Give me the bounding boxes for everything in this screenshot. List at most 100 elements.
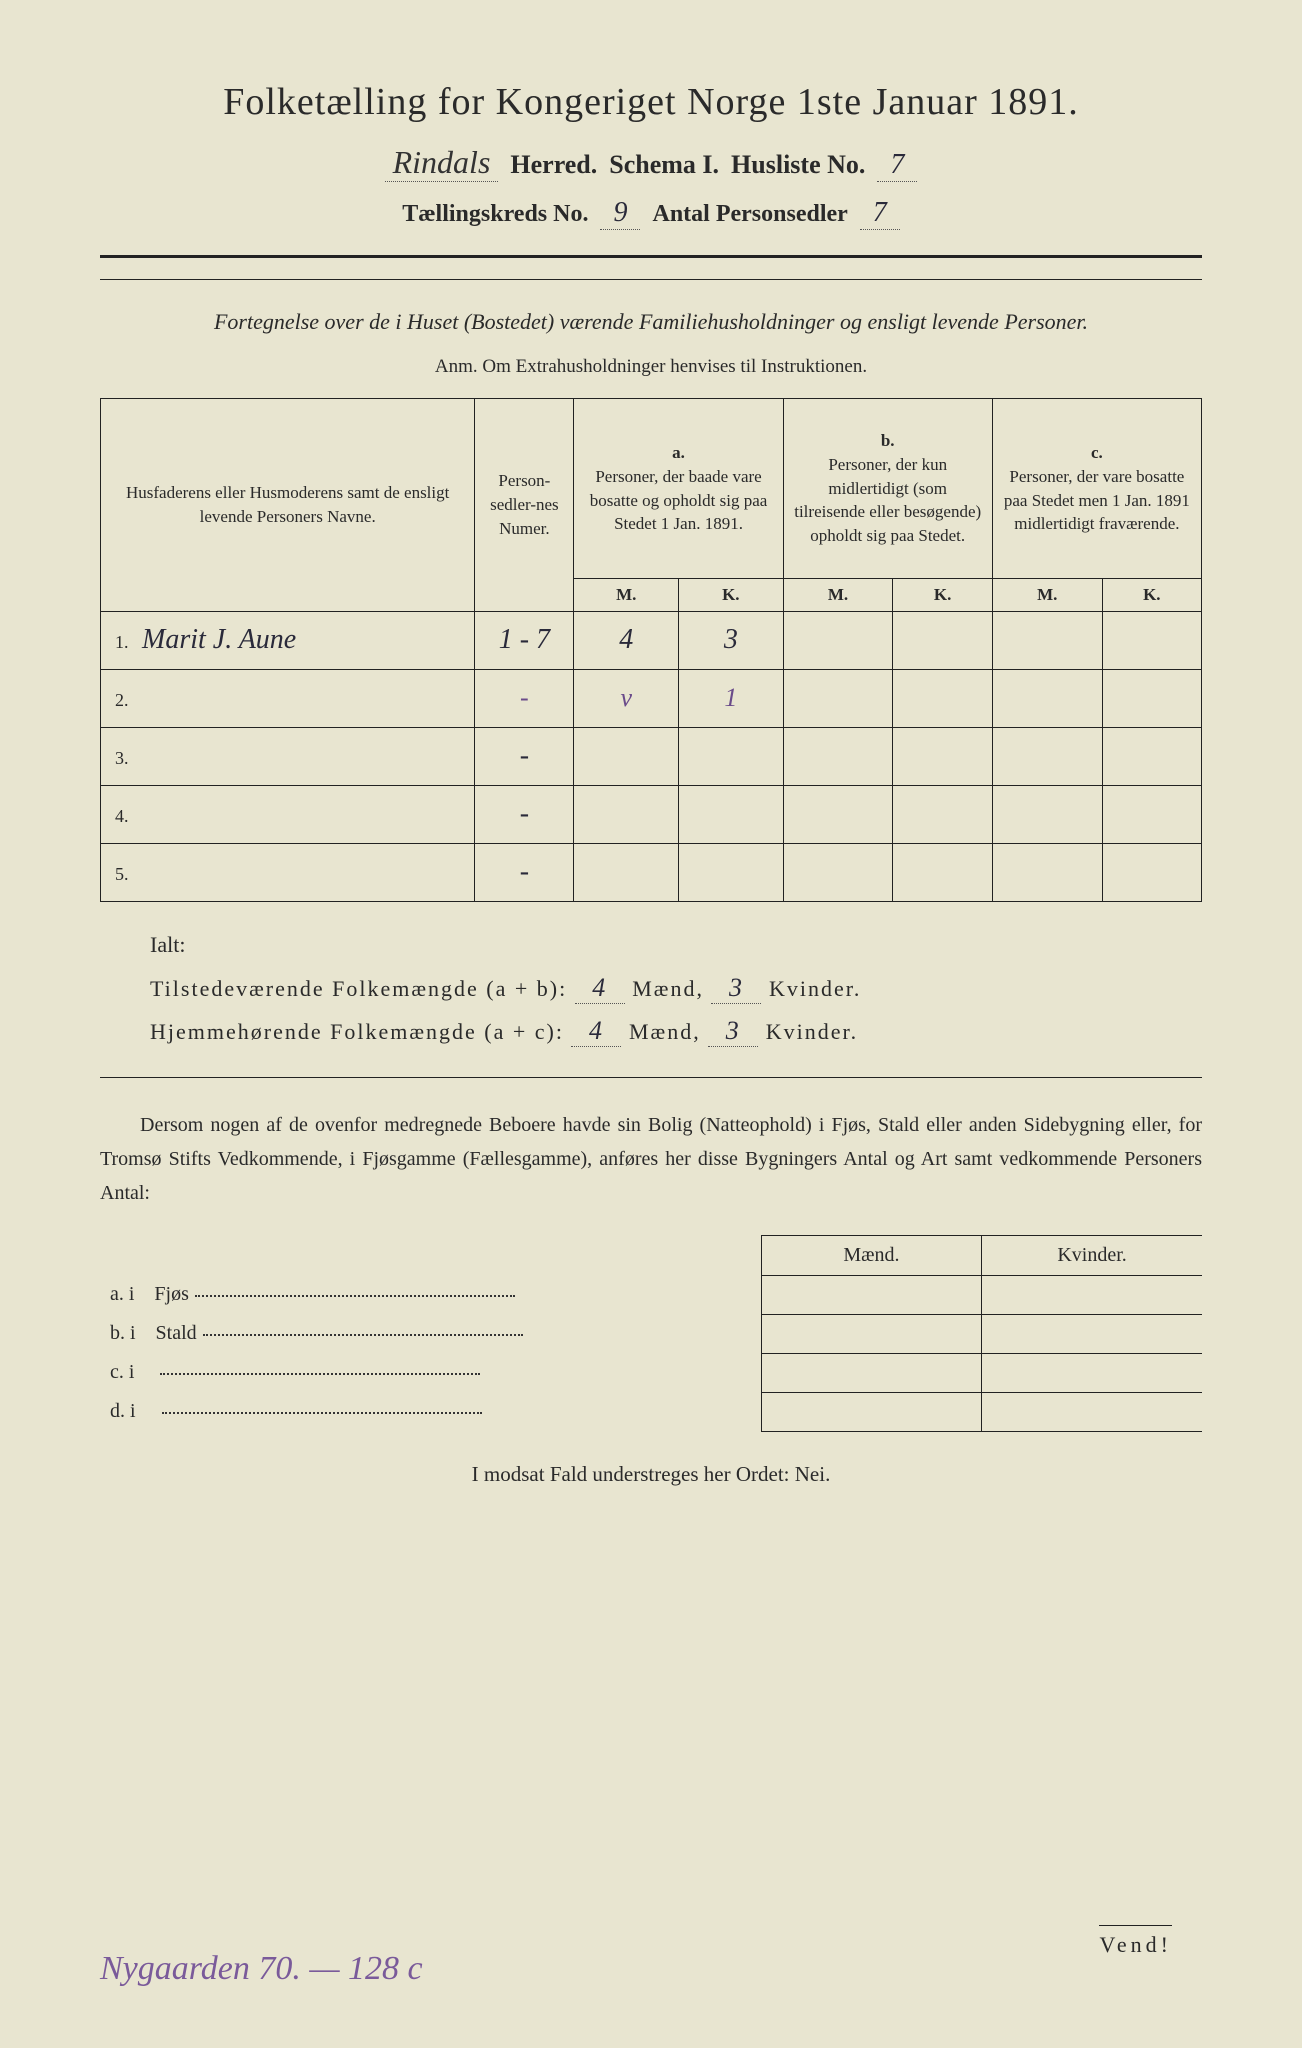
row-cm xyxy=(992,785,1102,843)
maend-label: Mænd, xyxy=(629,1019,701,1044)
row-ak: 3 xyxy=(679,611,784,669)
lower-table: Mænd. Kvinder. a. i Fjøs b. i Stald c. i… xyxy=(100,1235,1202,1432)
lower-row: c. i xyxy=(100,1353,1202,1392)
col-a-label: a. xyxy=(582,441,774,465)
row-ck xyxy=(1102,611,1201,669)
row-pn: - xyxy=(475,785,574,843)
summary-line-2: Hjemmehørende Folkemængde (a + c): 4 Mæn… xyxy=(150,1016,1202,1047)
row-name: 1. Marit J. Aune xyxy=(101,611,475,669)
maend-label: Mænd, xyxy=(632,976,704,1001)
husliste-value: 7 xyxy=(877,149,917,182)
row-ck xyxy=(1102,669,1201,727)
col-b-k: K. xyxy=(893,579,992,612)
herred-value: Rindals xyxy=(385,144,499,182)
row-pn: - xyxy=(475,843,574,901)
row-bk xyxy=(893,785,992,843)
nei-line: I modsat Fald understreges her Ordet: Ne… xyxy=(100,1462,1202,1487)
lower-k xyxy=(982,1392,1202,1431)
col-c-text: Personer, der vare bosatte paa Stedet me… xyxy=(1001,465,1193,536)
lower-maend: Mænd. xyxy=(761,1235,981,1275)
col-c-k: K. xyxy=(1102,579,1201,612)
summary-1-label: Tilstedeværende Folkemængde (a + b): xyxy=(150,976,567,1001)
kvinder-label: Kvinder. xyxy=(766,1019,858,1044)
col-c: c. Personer, der vare bosatte paa Stedet… xyxy=(992,399,1201,579)
row-pn: - xyxy=(475,669,574,727)
census-form: Folketælling for Kongeriget Norge 1ste J… xyxy=(100,80,1202,1487)
vend-label: Vend! xyxy=(1099,1925,1172,1958)
col-a-m: M. xyxy=(574,579,679,612)
row-cm xyxy=(992,843,1102,901)
row-am xyxy=(574,727,679,785)
divider xyxy=(100,279,1202,280)
row-bk xyxy=(893,669,992,727)
summary-2-label: Hjemmehørende Folkemængde (a + c): xyxy=(150,1019,564,1044)
lower-m xyxy=(761,1275,981,1314)
row-bk xyxy=(893,843,992,901)
col-personsedler: Person-sedler-nes Numer. xyxy=(475,399,574,612)
row-ck xyxy=(1102,785,1201,843)
summary-2-k: 3 xyxy=(708,1016,758,1047)
lower-label: b. i Stald xyxy=(100,1314,761,1353)
sedler-label: Antal Personsedler xyxy=(652,201,847,228)
row-name: 3. xyxy=(101,727,475,785)
col-b-text: Personer, der kun midlertidigt (som tilr… xyxy=(792,453,984,548)
row-ck xyxy=(1102,727,1201,785)
lower-label: a. i Fjøs xyxy=(100,1275,761,1314)
row-cm xyxy=(992,611,1102,669)
row-am: v xyxy=(574,669,679,727)
summary-2-m: 4 xyxy=(571,1016,621,1047)
lower-row: b. i Stald xyxy=(100,1314,1202,1353)
row-bk xyxy=(893,611,992,669)
col-a-k: K. xyxy=(679,579,784,612)
divider xyxy=(100,255,1202,258)
lower-label: d. i xyxy=(100,1392,761,1431)
sedler-value: 7 xyxy=(860,197,900,230)
col-b: b. Personer, der kun midlertidigt (som t… xyxy=(783,399,992,579)
row-ak xyxy=(679,785,784,843)
row-name: 4. xyxy=(101,785,475,843)
col-c-label: c. xyxy=(1001,441,1193,465)
row-pn: 1 - 7 xyxy=(475,611,574,669)
kreds-value: 9 xyxy=(600,197,640,230)
main-table: Husfaderens eller Husmoderens samt de en… xyxy=(100,398,1202,902)
summary-1-m: 4 xyxy=(575,973,625,1004)
row-name: 2. xyxy=(101,669,475,727)
bottom-handwritten-note: Nygaarden 70. — 128 c xyxy=(100,1950,423,1988)
table-row: 2. - v 1 xyxy=(101,669,1202,727)
row-ak xyxy=(679,843,784,901)
row-bm xyxy=(783,727,893,785)
herred-label: Herred. xyxy=(510,150,597,180)
anm-note: Anm. Om Extrahusholdninger henvises til … xyxy=(100,356,1202,378)
kvinder-label: Kvinder. xyxy=(769,976,861,1001)
subtitle: Fortegnelse over de i Huset (Bostedet) v… xyxy=(100,305,1202,338)
table-row: 5. - xyxy=(101,843,1202,901)
lower-label: c. i xyxy=(100,1353,761,1392)
row-ak xyxy=(679,727,784,785)
divider xyxy=(100,1077,1202,1078)
row-cm xyxy=(992,727,1102,785)
lower-k xyxy=(982,1275,1202,1314)
paragraph: Dersom nogen af de ovenfor medregnede Be… xyxy=(100,1108,1202,1210)
row-bm xyxy=(783,611,893,669)
table-row: 3. - xyxy=(101,727,1202,785)
col-a-text: Personer, der baade vare bosatte og opho… xyxy=(582,465,774,536)
lower-m xyxy=(761,1353,981,1392)
lower-k xyxy=(982,1314,1202,1353)
lower-m xyxy=(761,1392,981,1431)
row-name: 5. xyxy=(101,843,475,901)
lower-kvinder: Kvinder. xyxy=(982,1235,1202,1275)
table-row: 1. Marit J. Aune 1 - 7 4 3 xyxy=(101,611,1202,669)
col-names: Husfaderens eller Husmoderens samt de en… xyxy=(101,399,475,612)
row-bm xyxy=(783,843,893,901)
lower-row: a. i Fjøs xyxy=(100,1275,1202,1314)
row-pn: - xyxy=(475,727,574,785)
col-c-m: M. xyxy=(992,579,1102,612)
header-line-2: Tællingskreds No. 9 Antal Personsedler 7 xyxy=(100,197,1202,230)
page-title: Folketælling for Kongeriget Norge 1ste J… xyxy=(100,80,1202,124)
lower-m xyxy=(761,1314,981,1353)
ialt-label: Ialt: xyxy=(150,932,1202,958)
kreds-label: Tællingskreds No. xyxy=(402,201,588,228)
summary-line-1: Tilstedeværende Folkemængde (a + b): 4 M… xyxy=(150,973,1202,1004)
lower-k xyxy=(982,1353,1202,1392)
row-bm xyxy=(783,785,893,843)
